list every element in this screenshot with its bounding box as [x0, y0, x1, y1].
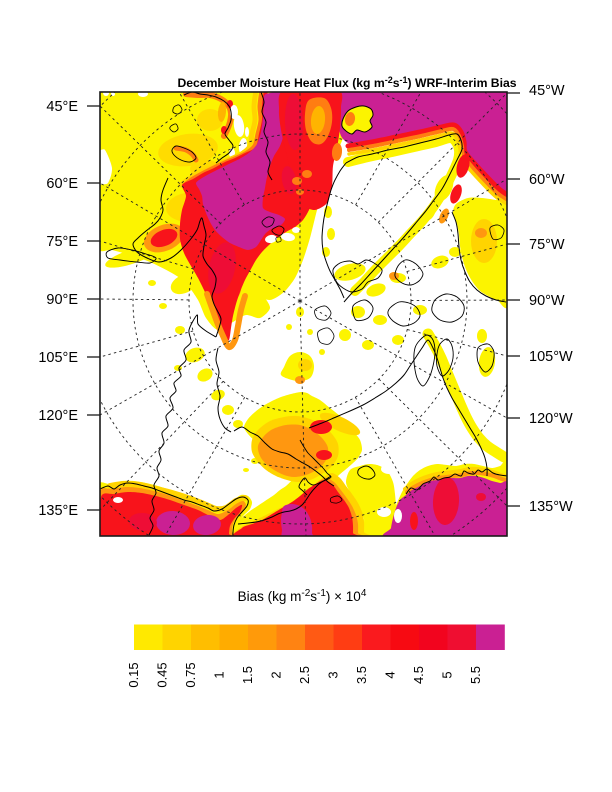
svg-text:December Moisture Heat Flux (k: December Moisture Heat Flux (kg m-2s-1) …: [177, 75, 516, 90]
svg-text:120°W: 120°W: [529, 411, 573, 427]
svg-text:0.15: 0.15: [126, 662, 141, 687]
svg-text:4.5: 4.5: [411, 666, 426, 684]
svg-text:75°W: 75°W: [529, 237, 565, 253]
svg-text:5: 5: [440, 671, 455, 678]
svg-text:1: 1: [212, 671, 227, 678]
svg-text:75°E: 75°E: [46, 234, 78, 250]
svg-text:60°W: 60°W: [529, 172, 565, 188]
svg-text:3: 3: [326, 671, 341, 678]
svg-text:135°W: 135°W: [529, 499, 573, 515]
svg-text:105°W: 105°W: [529, 349, 573, 365]
svg-text:45°W: 45°W: [529, 83, 565, 99]
svg-text:2: 2: [269, 671, 284, 678]
svg-text:5.5: 5.5: [468, 666, 483, 684]
svg-text:1.5: 1.5: [240, 666, 255, 684]
svg-text:3.5: 3.5: [354, 666, 369, 684]
svg-text:0.45: 0.45: [155, 662, 170, 687]
svg-text:105°E: 105°E: [38, 350, 78, 366]
svg-text:0.75: 0.75: [183, 662, 198, 687]
svg-text:Bias (kg m-2s-1) × 104: Bias (kg m-2s-1) × 104: [238, 588, 367, 604]
svg-text:90°E: 90°E: [46, 292, 78, 308]
svg-text:45°E: 45°E: [46, 99, 78, 115]
svg-text:135°E: 135°E: [38, 503, 78, 519]
svg-text:4: 4: [383, 671, 398, 678]
svg-text:90°W: 90°W: [529, 293, 565, 309]
svg-text:60°E: 60°E: [46, 176, 78, 192]
svg-text:2.5: 2.5: [297, 666, 312, 684]
svg-text:120°E: 120°E: [38, 408, 78, 424]
